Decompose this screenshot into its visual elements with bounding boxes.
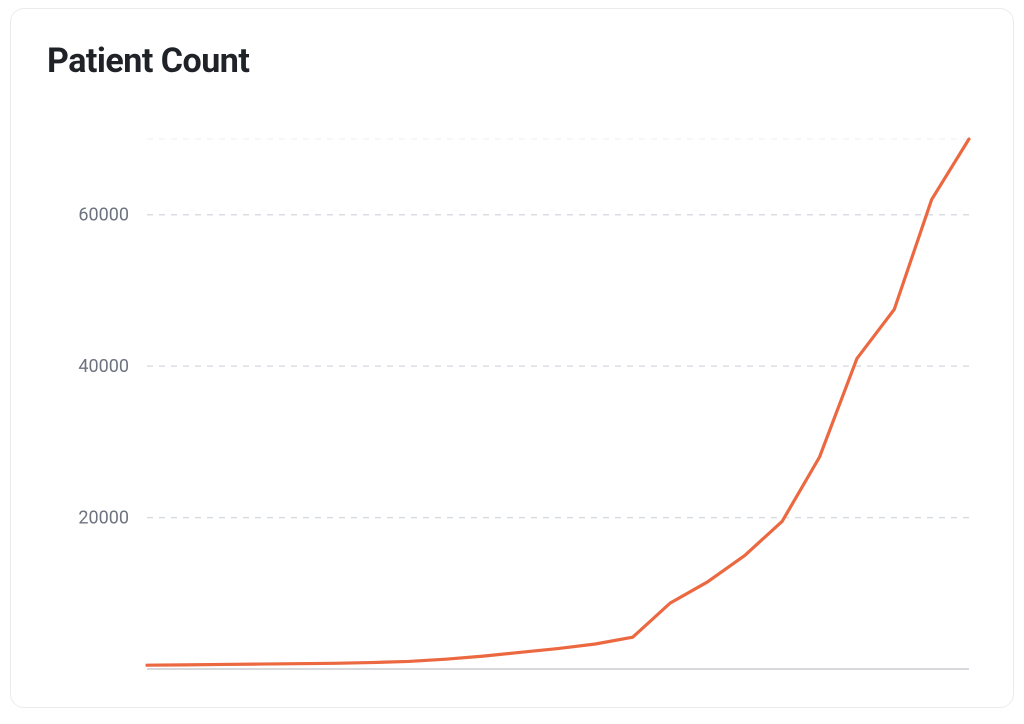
chart-title: Patient Count xyxy=(47,41,977,81)
chart-card: Patient Count 20000 40000 60000 xyxy=(10,8,1014,708)
y-tick-label: 40000 xyxy=(78,356,129,377)
y-tick-label: 60000 xyxy=(78,205,129,226)
series-line xyxy=(147,139,969,665)
line-chart-svg: 20000 40000 60000 xyxy=(47,109,977,679)
chart-area: 20000 40000 60000 xyxy=(47,109,977,679)
y-tick-label: 20000 xyxy=(78,508,129,529)
